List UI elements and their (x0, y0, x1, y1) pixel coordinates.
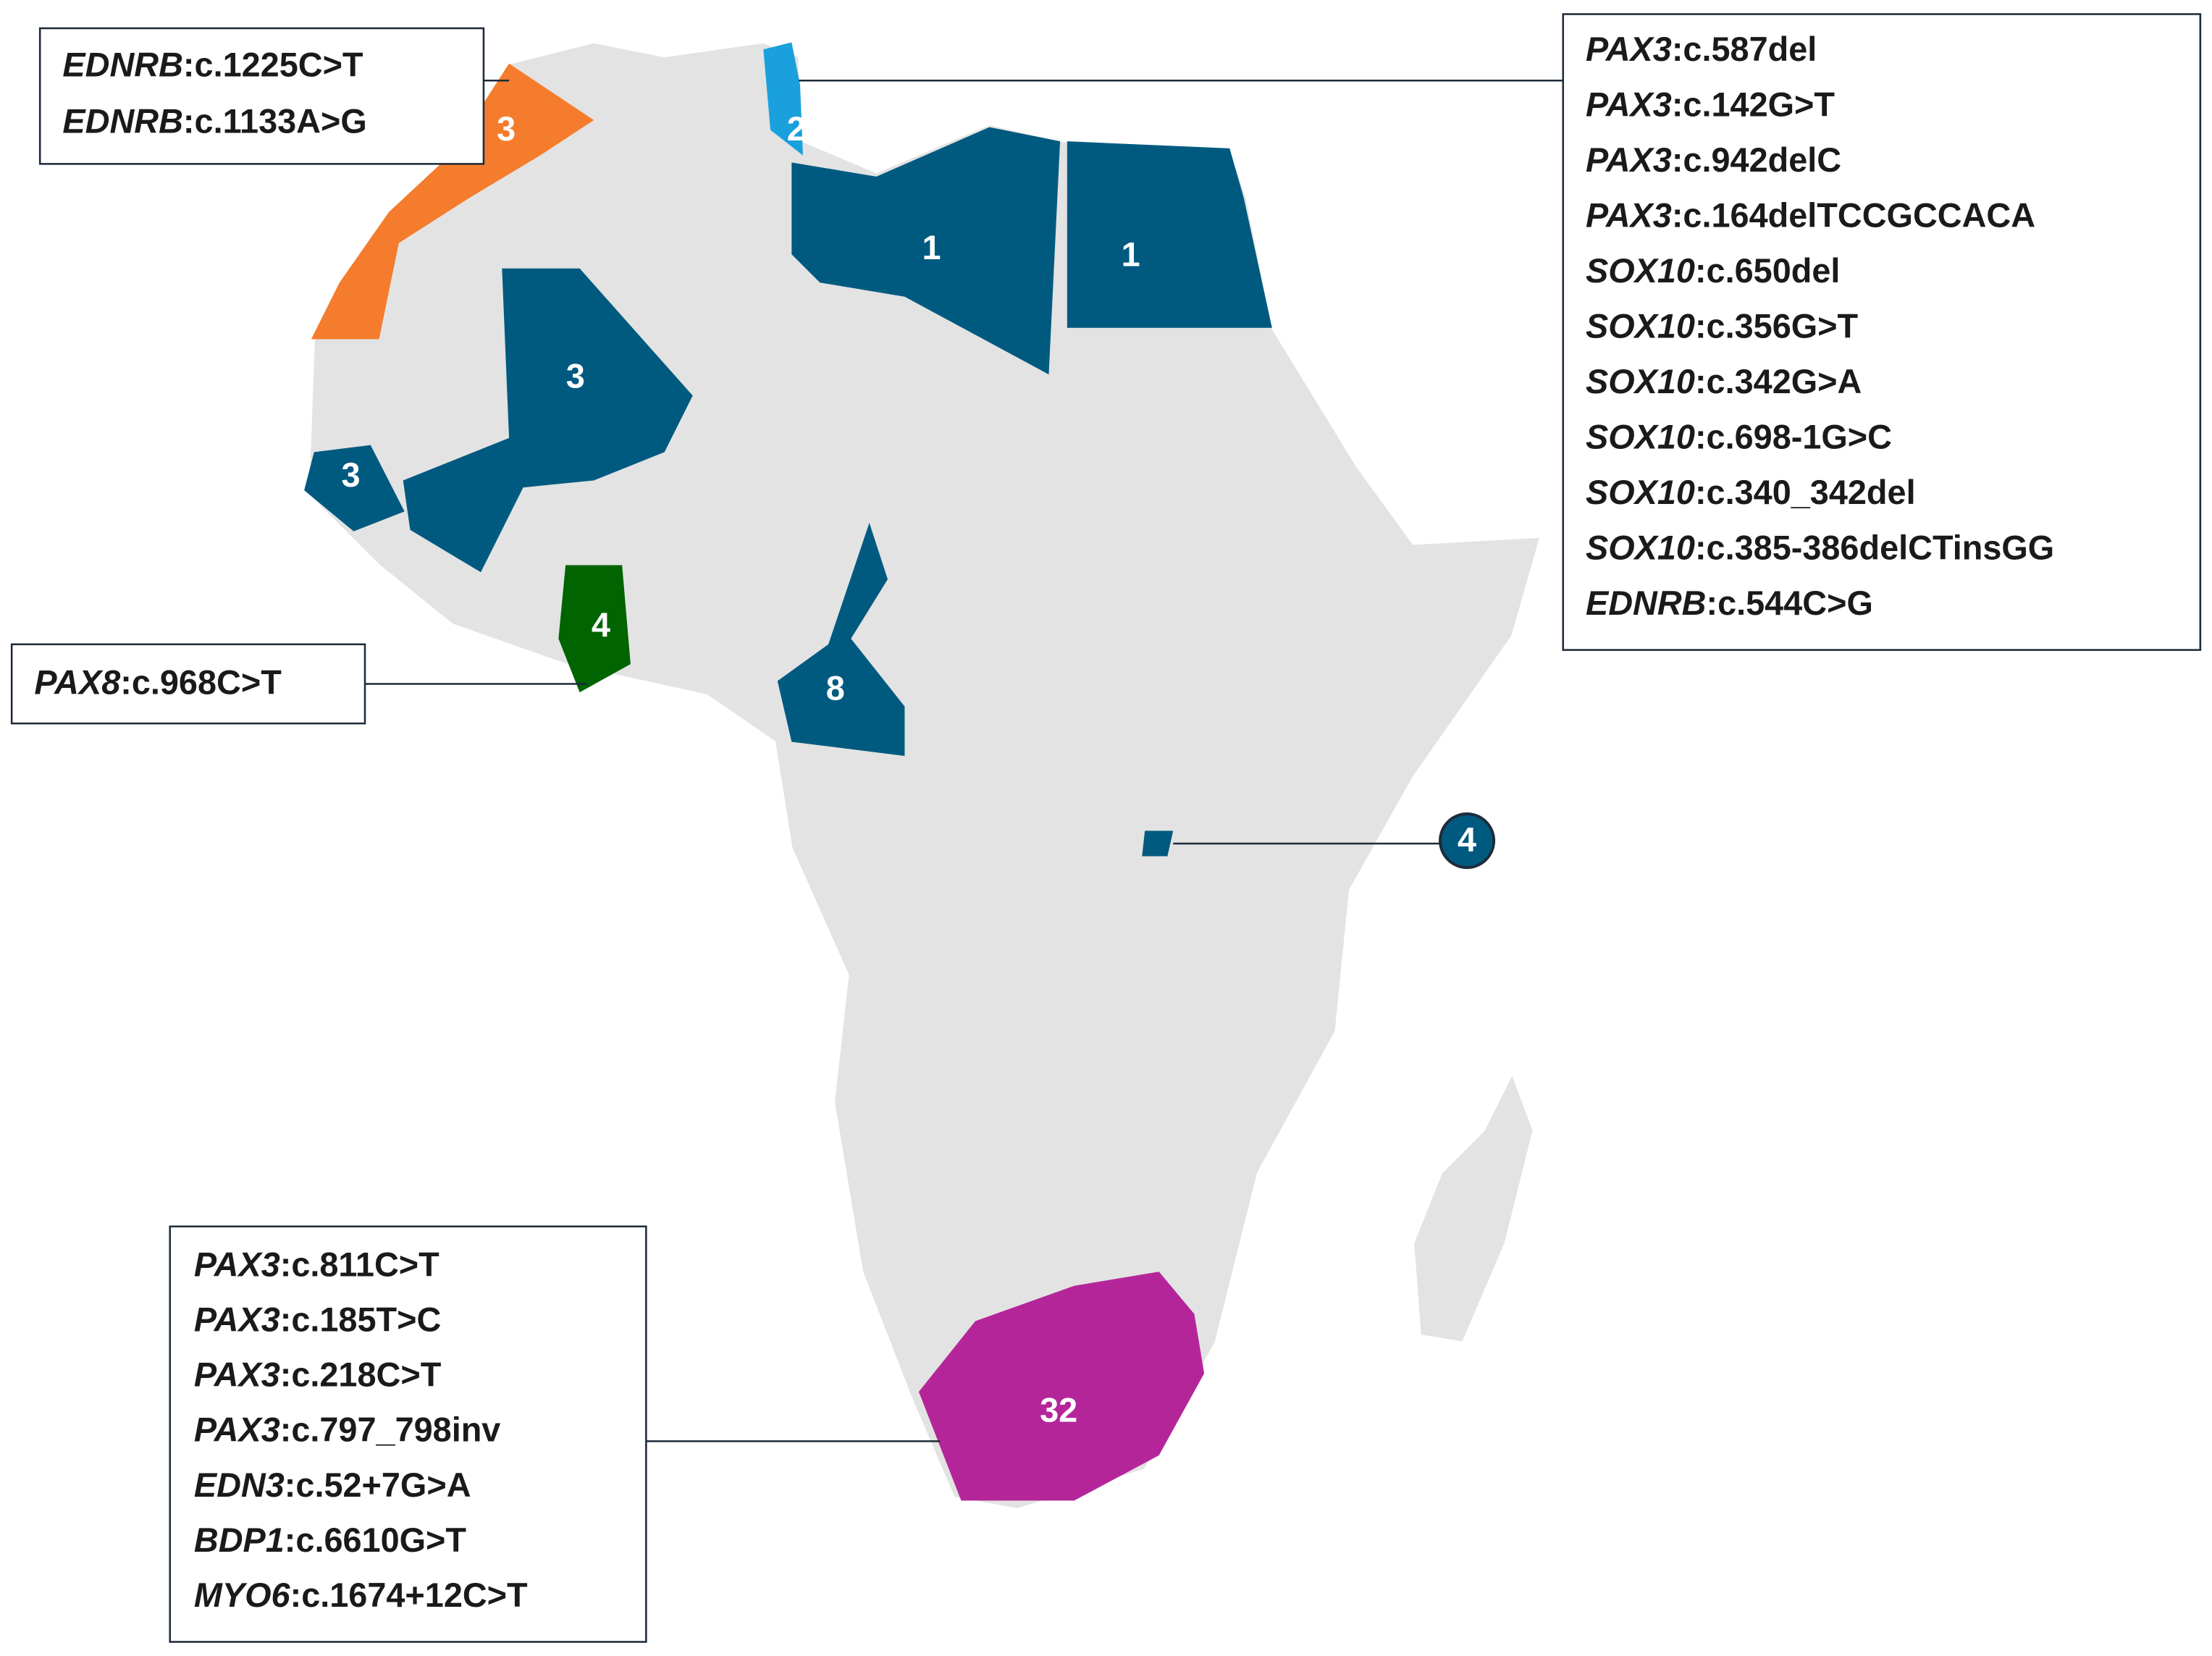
gene: MYO6 (194, 1576, 291, 1614)
variant-label: PAX3:c.142G>T (1586, 86, 1835, 124)
count-label: 8 (826, 670, 845, 707)
gene: SOX10 (1586, 529, 1695, 567)
variant-label: PAX3:c.218C>T (194, 1356, 442, 1394)
variant-label: EDNRB:c.1133A>G (62, 103, 366, 140)
tunisia (763, 42, 803, 156)
variant-label: PAX3:c.587del (1586, 31, 1817, 69)
gene: SOX10 (1586, 363, 1695, 401)
gene: PAX3 (194, 1246, 280, 1284)
variant: :c.1225C>T (183, 46, 363, 84)
gene: PAX3 (194, 1356, 280, 1394)
libya (791, 127, 1061, 375)
variant: :c.342G>A (1695, 363, 1862, 401)
variant-label: PAX3:c.164delTCCGCCACA (1586, 197, 2035, 235)
variant-label: SOX10:c.356G>T (1586, 308, 1859, 345)
south-africa (918, 1272, 1205, 1501)
variant-label: PAX8:c.968C>T (34, 664, 282, 702)
count-label: 1 (1122, 236, 1140, 274)
count-label: 3 (341, 456, 360, 494)
variant: :c.587del (1672, 31, 1817, 69)
count-label: 32 (1040, 1392, 1077, 1429)
gene: EDN3 (194, 1466, 285, 1504)
variant-label: SOX10:c.650del (1586, 253, 1840, 290)
madagascar (1412, 1072, 1535, 1344)
count-label: 4 (1458, 820, 1476, 858)
variant: :c.1674+12C>T (290, 1576, 528, 1614)
variant: :c.6610G>T (285, 1521, 467, 1559)
gene: SOX10 (1586, 474, 1695, 512)
count-label: 3 (497, 110, 516, 148)
gene: PAX3 (1586, 197, 1672, 235)
callout-box (10, 643, 366, 725)
count-label: 3 (566, 357, 585, 395)
gene: EDNRB (62, 46, 183, 84)
morocco (311, 63, 594, 340)
callout-box (1562, 13, 2202, 651)
gene: EDNRB (1586, 585, 1707, 623)
count-label: 22 (787, 110, 825, 148)
count-marker (1439, 812, 1496, 870)
variant: :c.797_798inv (280, 1411, 501, 1449)
gene: PAX3 (1586, 142, 1672, 180)
variant: :c.942delC (1672, 142, 1841, 180)
variant: :c.340_342del (1695, 474, 1916, 512)
variant-label: SOX10:c.385-386delCTinsGG (1586, 529, 2054, 567)
gene: PAX3 (194, 1411, 280, 1449)
variant: :c.968C>T (120, 664, 282, 702)
variant-label: BDP1:c.6610G>T (194, 1521, 467, 1559)
cameroon (777, 523, 905, 756)
ghana (558, 565, 631, 693)
variant-label: PAX3:c.811C>T (194, 1246, 440, 1284)
variant-label: EDNRB:c.1225C>T (62, 46, 363, 84)
variant-label: PAX3:c.942delC (1586, 142, 1841, 180)
rwanda (1142, 831, 1174, 857)
gene: SOX10 (1586, 308, 1695, 345)
count-label: 4 (592, 606, 610, 644)
mali (403, 268, 693, 573)
variant: :c.218C>T (280, 1356, 442, 1394)
count-label: 1 (922, 229, 941, 266)
gene: SOX10 (1586, 253, 1695, 290)
egypt (1067, 141, 1272, 328)
variant: :c.185T>C (280, 1301, 442, 1339)
variant-label: SOX10:c.698-1G>C (1586, 419, 1892, 456)
gene: PAX3 (1586, 31, 1672, 69)
variant: :c.164delTCCGCCACA (1672, 197, 2035, 235)
variant-label: SOX10:c.340_342del (1586, 474, 1916, 512)
variant-label: MYO6:c.1674+12C>T (194, 1576, 528, 1614)
variant-label: EDN3:c.52+7G>A (194, 1466, 471, 1504)
variant: :c.385-386delCTinsGG (1695, 529, 2054, 567)
variant: :c.142G>T (1672, 86, 1835, 124)
callout-box (38, 27, 485, 165)
gene: PAX8 (34, 664, 120, 702)
variant-label: PAX3:c.185T>C (194, 1301, 441, 1339)
gene: PAX3 (1586, 86, 1672, 124)
gene: BDP1 (194, 1521, 285, 1559)
variant: :c.698-1G>C (1695, 419, 1892, 456)
variant-label: EDNRB:c.544C>G (1586, 585, 1873, 623)
gene: EDNRB (62, 103, 183, 140)
variant: :c.811C>T (280, 1246, 440, 1284)
variant-label: PAX3:c.797_798inv (194, 1411, 500, 1449)
gene: PAX3 (194, 1301, 280, 1339)
variant: :c.650del (1695, 253, 1840, 290)
senegal (304, 445, 405, 531)
variant: :c.544C>G (1707, 585, 1873, 623)
variant: :c.1133A>G (183, 103, 367, 140)
gene: SOX10 (1586, 419, 1695, 456)
variant: :c.356G>T (1695, 308, 1859, 345)
callout-box (169, 1225, 647, 1643)
variant-label: SOX10:c.342G>A (1586, 363, 1862, 401)
variant: :c.52+7G>A (285, 1466, 471, 1504)
